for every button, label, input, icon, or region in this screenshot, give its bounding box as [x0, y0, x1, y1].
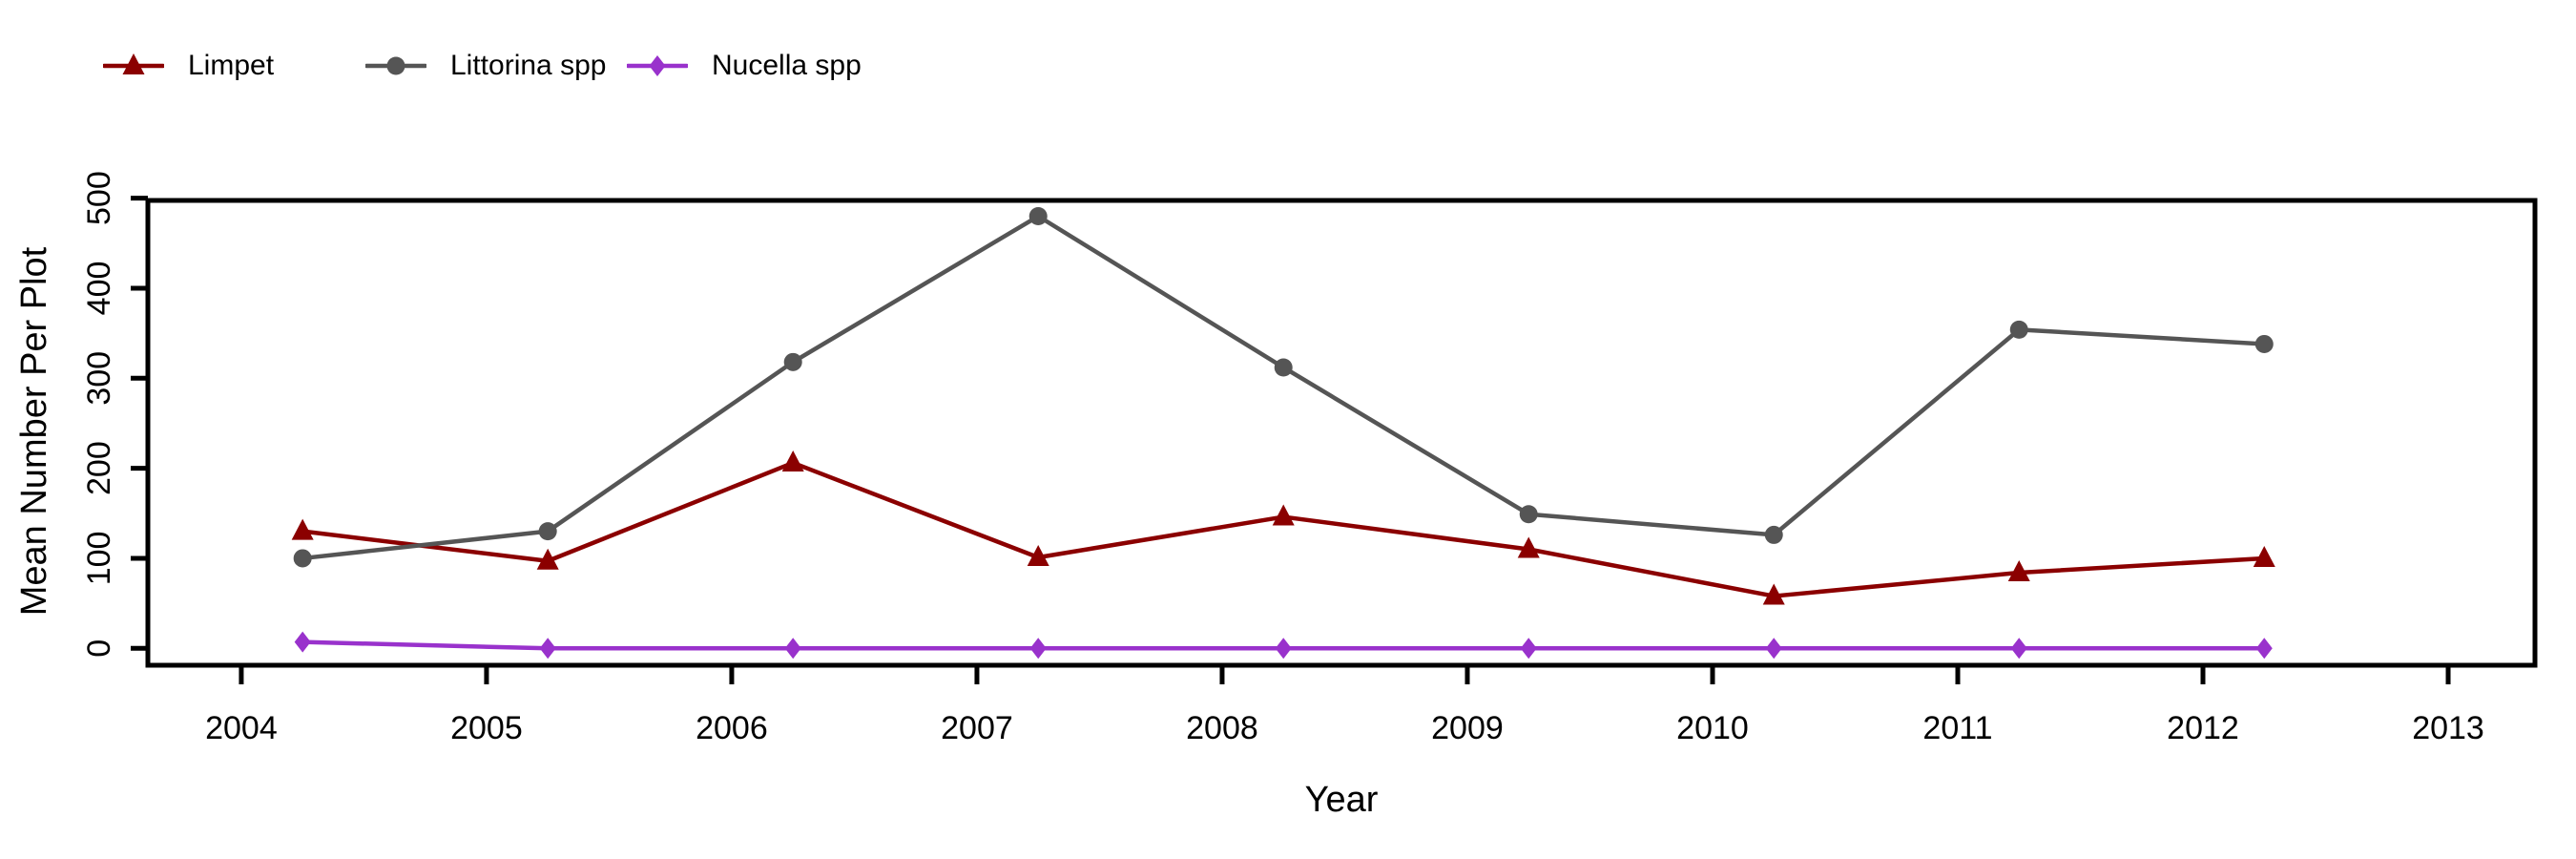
y-axis-tick-label: 400 [81, 262, 117, 316]
nucella-marker [1275, 638, 1292, 660]
nucella-legend-marker-icon [627, 55, 688, 76]
littorina-marker [538, 522, 557, 541]
y-axis-tick-label: 0 [81, 639, 117, 658]
limpet-marker [1762, 583, 1785, 605]
nucella-marker [539, 638, 556, 660]
x-axis-tick-label: 2004 [205, 710, 278, 746]
littorina-marker [1519, 505, 1538, 524]
plot-box [145, 198, 2538, 668]
x-axis-tick-label: 2013 [2412, 710, 2484, 746]
littorina-marker [1764, 525, 1783, 544]
x-axis-tick-label: 2008 [1186, 710, 1258, 746]
limpet-marker [1272, 504, 1295, 526]
littorina-marker [293, 549, 312, 568]
nucella-marker [1765, 638, 1782, 660]
littorina-marker [783, 352, 802, 371]
x-axis-tick-label: 2005 [450, 710, 523, 746]
legend-item-littorina: Littorina spp [365, 48, 606, 84]
nucella-marker [1029, 638, 1047, 660]
legend-marker-symbol [649, 55, 666, 76]
legend-label-limpet: Limpet [188, 50, 275, 81]
nucella-marker [1520, 638, 1537, 660]
legend-label-littorina: Littorina spp [450, 50, 607, 81]
nucella-marker [294, 631, 311, 653]
limpet-marker [536, 548, 559, 570]
x-axis-title: Year [1305, 780, 1379, 820]
littorina-marker [1028, 207, 1048, 226]
x-axis-tick-label: 2011 [1922, 710, 1992, 746]
x-axis-tick-label: 2009 [1431, 710, 1504, 746]
x-axis-tick-label: 2012 [2167, 710, 2239, 746]
limpet-marker [2007, 560, 2030, 582]
x-axis-tick-label: 2007 [941, 710, 1013, 746]
nucella-marker [2010, 638, 2027, 660]
y-axis-tick-label: 500 [81, 171, 117, 225]
y-axis-tick-label: 300 [81, 351, 117, 406]
y-axis-title: Mean Number Per Plot [14, 246, 54, 616]
y-axis-tick-label: 100 [81, 532, 117, 586]
limpet-marker [781, 450, 804, 471]
x-axis-tick-label: 2006 [696, 710, 768, 746]
legend-item-limpet: Limpet [103, 48, 274, 84]
littorina-marker [2009, 320, 2028, 339]
legend-item-nucella: Nucella spp [627, 48, 862, 84]
littorina-legend-marker-icon [365, 56, 426, 75]
limpet-legend-marker-icon [103, 53, 164, 74]
littorina-marker [1274, 358, 1293, 377]
chart-legend: Limpet Littorina spp Nucella spp [0, 48, 2576, 86]
x-axis-tick-label: 2010 [1676, 710, 1749, 746]
nucella-marker [784, 638, 801, 660]
nucella-marker [2255, 638, 2273, 660]
legend-marker-symbol [122, 53, 145, 74]
y-axis-tick-label: 200 [81, 441, 117, 495]
limpet-line [300, 460, 2267, 598]
legend-label-nucella: Nucella spp [712, 50, 862, 81]
legend-marker-symbol [386, 56, 405, 75]
limpet-marker [291, 518, 314, 540]
limpet-marker [2253, 545, 2275, 567]
littorina-marker [2254, 334, 2274, 353]
limpet-marker [1027, 544, 1049, 566]
limpet-marker [1517, 536, 1540, 558]
